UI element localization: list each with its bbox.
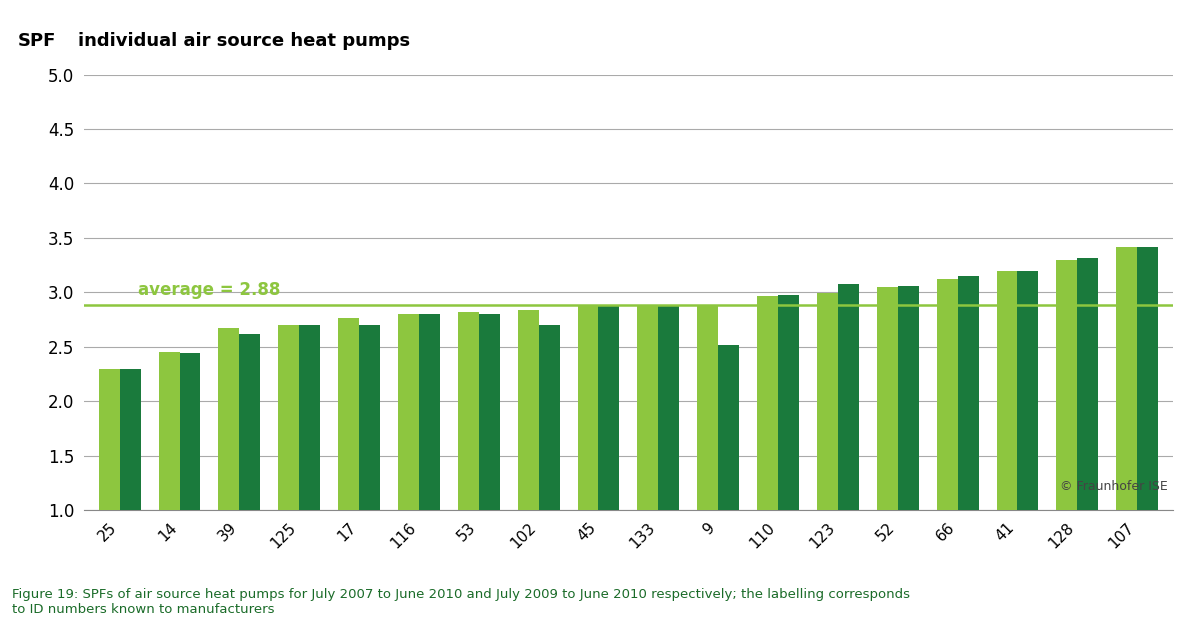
Bar [936,279,958,510]
Text: individual air source heat pumps: individual air source heat pumps [78,32,409,50]
Text: average = 2.88: average = 2.88 [138,281,280,299]
Bar [958,276,978,510]
Bar [1017,271,1038,510]
Text: Figure 19: SPFs of air source heat pumps for July 2007 to June 2010 and July 200: Figure 19: SPFs of air source heat pumps… [12,588,910,616]
Bar [479,314,499,510]
Bar [598,305,619,510]
Bar [180,353,200,510]
Bar [457,312,479,510]
Bar [239,333,260,510]
Bar [718,345,739,510]
Bar [658,305,679,510]
Bar [517,310,539,510]
Bar [120,368,140,510]
Bar [419,314,439,510]
Bar [1077,258,1098,510]
Bar [218,328,239,510]
Bar [278,325,299,510]
Text: SPF: SPF [18,32,56,50]
Bar [838,284,858,510]
Bar [816,294,838,510]
Bar [996,271,1017,510]
Bar [697,305,718,510]
Bar [637,305,658,510]
Bar [876,287,898,510]
Bar [1137,247,1157,510]
Bar [577,305,598,510]
Bar [158,352,180,510]
Bar [338,318,359,510]
Bar [397,314,419,510]
Bar [1116,247,1137,510]
Bar [1056,260,1077,510]
Text: © Fraunhofer ISE: © Fraunhofer ISE [1059,480,1167,493]
Bar [359,325,379,510]
Bar [299,325,320,510]
Bar [778,295,798,510]
Bar [98,368,120,510]
Bar [757,295,778,510]
Bar [898,286,918,510]
Bar [539,325,559,510]
